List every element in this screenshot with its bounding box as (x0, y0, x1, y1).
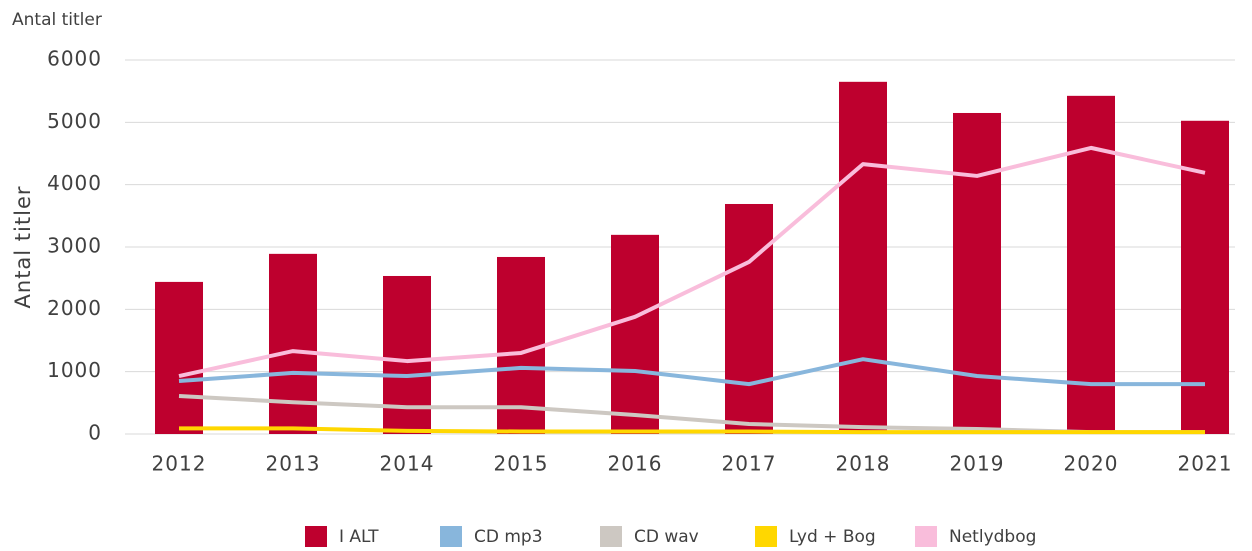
bar (497, 256, 545, 434)
legend-swatch (440, 526, 462, 548)
y-tick-label: 4000 (47, 171, 102, 195)
line (178, 145, 1206, 378)
x-tick-label: 2016 (608, 452, 663, 476)
legend-swatch (600, 526, 622, 548)
bar (611, 234, 659, 434)
bar (953, 112, 1001, 434)
legend-swatch (755, 526, 777, 548)
x-tick-label: 2019 (950, 452, 1005, 476)
x-tick-label: 2021 (1178, 452, 1233, 476)
chart-title: Antal titler (12, 10, 102, 30)
legend-label: I ALT (339, 527, 379, 547)
y-tick-label: 0 (88, 421, 102, 445)
y-tick-label: 5000 (47, 109, 102, 133)
line (179, 426, 1205, 435)
legend-label: Netlydbog (949, 527, 1036, 547)
y-tick-label: 2000 (47, 296, 102, 320)
x-tick-label: 2015 (494, 452, 549, 476)
y-axis-label: Antal titler (11, 186, 35, 309)
x-tick-label: 2013 (266, 452, 321, 476)
legend-label: CD wav (634, 527, 699, 547)
bar (839, 81, 887, 435)
y-tick-label: 3000 (47, 234, 102, 258)
legend-label: CD mp3 (474, 527, 543, 547)
bar (725, 203, 773, 434)
x-tick-label: 2014 (380, 452, 435, 476)
x-tick-label: 2020 (1064, 452, 1119, 476)
legend-label: Lyd + Bog (789, 527, 876, 547)
bar (383, 275, 431, 434)
y-tick-label: 6000 (47, 47, 102, 71)
bar (1181, 120, 1229, 435)
bar (155, 281, 203, 434)
x-tick-label: 2012 (152, 452, 207, 476)
y-tick-label: 1000 (47, 358, 102, 382)
x-tick-label: 2017 (722, 452, 777, 476)
bar (269, 253, 317, 434)
line (178, 357, 1205, 387)
legend-swatch (305, 526, 327, 548)
line (178, 393, 1205, 435)
legend-swatch (915, 526, 937, 548)
x-tick-label: 2018 (836, 452, 891, 476)
